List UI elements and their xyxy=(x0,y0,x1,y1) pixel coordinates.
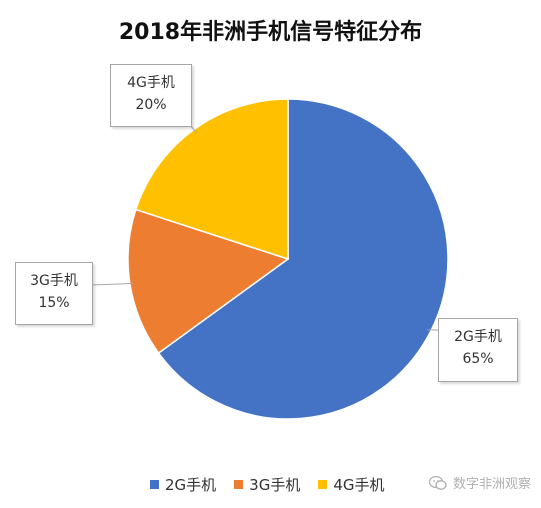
data-label-2g: 2G手机 65% xyxy=(438,318,518,382)
watermark-text: 数字非洲观察 xyxy=(452,477,531,492)
legend-item-3g: 3G手机 xyxy=(234,474,300,495)
data-label-3g-name: 3G手机 xyxy=(30,273,78,289)
wechat-icon xyxy=(428,475,447,490)
watermark: 数字非洲观察 xyxy=(428,473,531,492)
pie-slice-2g xyxy=(157,98,449,420)
legend-label-3g: 3G手机 xyxy=(249,476,301,494)
data-label-4g-name: 4G手机 xyxy=(127,75,175,91)
data-label-2g-name: 2G手机 xyxy=(454,329,502,345)
legend-label-4g: 4G手机 xyxy=(333,476,385,494)
legend-item-2g: 2G手机 xyxy=(150,474,216,495)
legend: 2G手机 3G手机 4G手机 xyxy=(150,474,385,495)
data-label-2g-value: 65% xyxy=(462,351,494,367)
legend-item-4g: 4G手机 xyxy=(318,474,385,495)
legend-swatch-4g xyxy=(318,480,328,489)
data-label-4g: 4G手机 20% xyxy=(110,64,192,127)
legend-label-2g: 2G手机 xyxy=(165,476,217,494)
legend-swatch-3g xyxy=(234,480,244,489)
leader-line xyxy=(90,282,134,286)
legend-swatch-2g xyxy=(150,480,159,489)
data-label-4g-value: 20% xyxy=(135,97,167,113)
chart-title: 2018年非洲手机信号特征分布 xyxy=(118,20,423,45)
data-label-3g-value: 15% xyxy=(38,295,70,311)
data-label-3g: 3G手机 15% xyxy=(15,262,93,325)
